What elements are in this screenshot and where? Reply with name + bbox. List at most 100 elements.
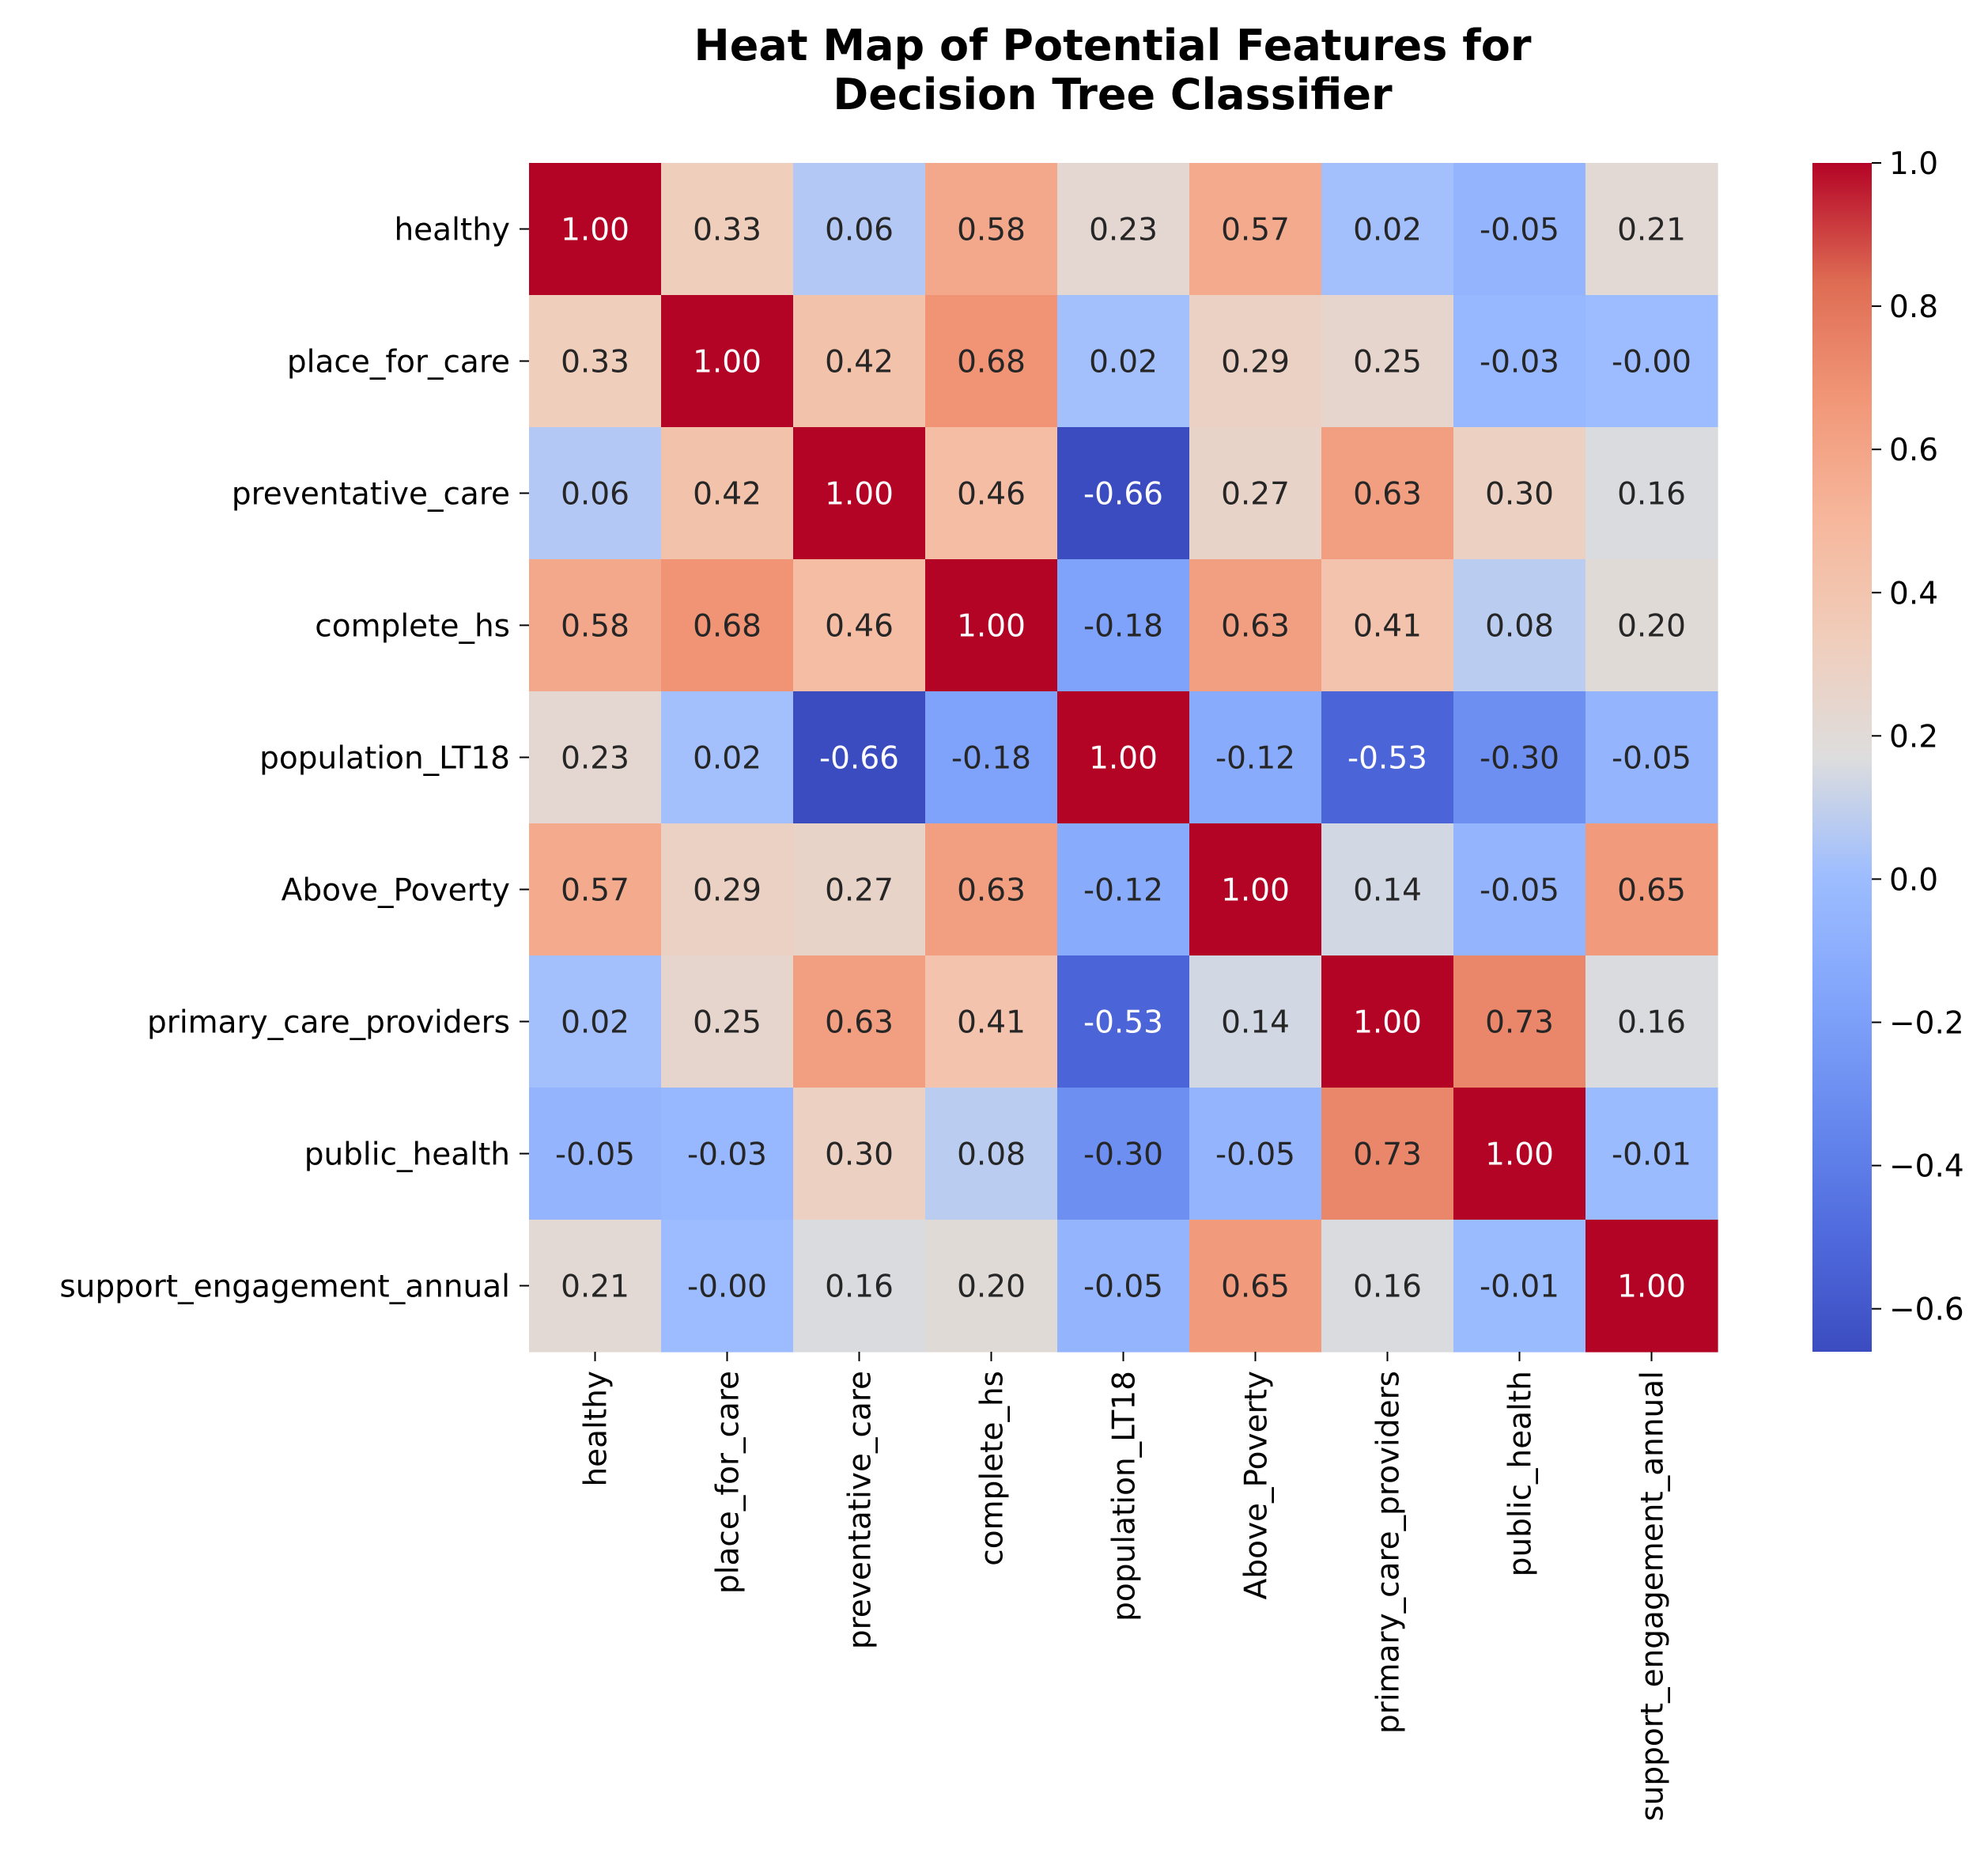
heatmap-cell <box>1585 1088 1718 1220</box>
heatmap-cell <box>925 691 1058 824</box>
heatmap-cell <box>1321 427 1454 560</box>
heatmap-cell <box>1189 1220 1322 1353</box>
heatmap-cell <box>1321 163 1454 296</box>
y-tick-label: healthy <box>394 213 510 248</box>
y-tick-label: place_for_care <box>287 345 510 380</box>
x-tick-label: healthy <box>579 1371 614 1487</box>
cell-value-label: 0.63 <box>1221 609 1290 645</box>
cell-value-label: 0.42 <box>825 345 894 380</box>
cell-value-label: 1.00 <box>825 477 894 513</box>
heatmap-cell <box>793 427 926 560</box>
cell-value-label: 0.16 <box>1617 477 1686 513</box>
cell-value-label: 1.00 <box>561 213 629 248</box>
heatmap-cell <box>793 955 926 1088</box>
cell-value-label: 0.20 <box>1617 609 1686 645</box>
heatmap-cell <box>925 295 1058 428</box>
cell-value-label: 0.06 <box>561 477 629 513</box>
y-tick-label: primary_care_providers <box>147 1005 510 1041</box>
x-tick-label: place_for_care <box>711 1371 746 1594</box>
cell-value-label: 0.58 <box>957 213 1026 248</box>
cell-value-label: -0.05 <box>555 1137 635 1173</box>
heatmap-cell <box>1585 691 1718 824</box>
heatmap-cell <box>1585 955 1718 1088</box>
heatmap-cell <box>793 1220 926 1353</box>
heatmap-cell <box>529 163 662 296</box>
heatmap-cell <box>661 823 794 956</box>
heatmap-cell <box>529 559 662 692</box>
heatmap-cell <box>1453 163 1586 296</box>
x-axis-labels: healthy place_for_care preventative_care co… <box>579 1352 1671 1822</box>
heatmap-cell <box>1189 295 1322 428</box>
cell-value-label: 0.21 <box>1617 213 1686 248</box>
heatmap-cell <box>1453 427 1586 560</box>
cell-value-label: 0.33 <box>561 345 629 380</box>
heatmap-cell <box>1453 955 1586 1088</box>
cell-value-label: -0.53 <box>1347 741 1427 777</box>
heatmap-cell <box>793 1088 926 1220</box>
cell-value-label: 0.02 <box>561 1005 629 1041</box>
cell-value-label: 1.00 <box>957 609 1026 645</box>
cell-value-label: 0.27 <box>825 873 894 909</box>
heatmap-cell <box>793 691 926 824</box>
cell-value-label: 0.68 <box>957 345 1026 380</box>
heatmap-cell <box>1189 427 1322 560</box>
heatmap-cell <box>1453 559 1586 692</box>
cell-value-label: -0.18 <box>1083 609 1163 645</box>
heatmap-cell <box>661 427 794 560</box>
cell-value-label: 0.58 <box>561 609 629 645</box>
heatmap-cell <box>925 559 1058 692</box>
heatmap-cell <box>529 1088 662 1220</box>
cell-value-label: -0.30 <box>1480 741 1559 777</box>
cell-value-label: 0.73 <box>1485 1005 1554 1041</box>
heatmap-cell <box>925 427 1058 560</box>
heatmap-cell <box>661 1220 794 1353</box>
x-tick-label: public_health <box>1503 1371 1539 1576</box>
cell-value-label: 1.00 <box>1089 741 1158 777</box>
cell-value-label: -0.53 <box>1083 1005 1163 1041</box>
heatmap-cell <box>1057 427 1190 560</box>
heatmap-cell <box>1057 1220 1190 1353</box>
heatmap-cell <box>925 1220 1058 1353</box>
cell-value-label: -0.05 <box>1612 741 1691 777</box>
heatmap-cell <box>1453 1088 1586 1220</box>
cell-value-label: 0.42 <box>693 477 762 513</box>
heatmap-cell <box>1057 691 1190 824</box>
heatmap-cell <box>1453 691 1586 824</box>
heatmap-cell <box>925 955 1058 1088</box>
heatmap-cell <box>793 823 926 956</box>
colorbar-tick-label: 0.0 <box>1889 862 1938 898</box>
heatmap-cell <box>1321 1220 1454 1353</box>
cell-value-label: 1.00 <box>693 345 762 380</box>
heatmap-cell <box>925 823 1058 956</box>
cell-value-label: 0.46 <box>825 609 894 645</box>
y-tick-label: support_engagement_annual <box>59 1269 510 1305</box>
cell-value-label: -0.00 <box>1612 345 1691 380</box>
cell-value-label: -0.03 <box>1480 345 1559 380</box>
heatmap-cell <box>529 1220 662 1353</box>
cell-value-label: 0.29 <box>1221 345 1290 380</box>
heatmap-cell <box>529 955 662 1088</box>
cell-value-label: 0.27 <box>1221 477 1290 513</box>
cell-value-label: 0.65 <box>1221 1269 1290 1305</box>
heatmap-cell <box>661 163 794 296</box>
cell-value-label: 0.02 <box>693 741 762 777</box>
cell-value-label: 0.14 <box>1353 873 1422 909</box>
colorbar-tick-label: 1.0 <box>1889 146 1938 182</box>
cell-value-label: -0.66 <box>1083 477 1163 513</box>
cell-value-label: 0.16 <box>1617 1005 1686 1041</box>
heatmap-cell <box>1057 1088 1190 1220</box>
heatmap-cell <box>661 691 794 824</box>
cell-value-label: 0.23 <box>561 741 629 777</box>
cell-value-label: 0.23 <box>1089 213 1158 248</box>
colorbar: 1.0 0.8 0.6 0.4 0.2 0.0 −0.2 −0.4 −0.6 <box>1812 146 1964 1352</box>
chart-title: Heat Map of Potential Features for Decisi… <box>694 21 1532 119</box>
cell-value-label: 0.14 <box>1221 1005 1290 1041</box>
heatmap-cell <box>793 295 926 428</box>
cell-value-label: -0.05 <box>1083 1269 1163 1305</box>
x-tick-label: population_LT18 <box>1107 1371 1143 1621</box>
heatmap-cell <box>1189 559 1322 692</box>
colorbar-tick-label: −0.4 <box>1889 1149 1964 1185</box>
x-tick-label: primary_care_providers <box>1371 1371 1407 1734</box>
heatmap-cell <box>1585 823 1718 956</box>
